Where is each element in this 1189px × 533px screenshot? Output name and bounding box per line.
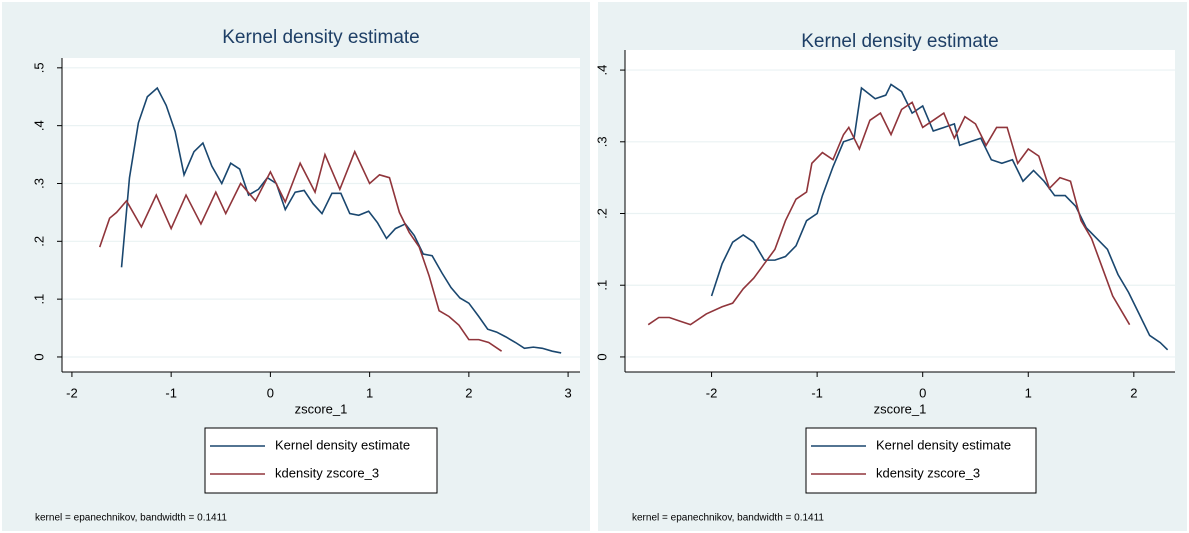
chart-panel: 0 .1 .2 .3 .4 .5 -2 -1 0 1 2 3 Kernel density estima… [2,2,590,531]
legend-label: Kernel density estimate [275,437,410,452]
plot-area [62,58,580,372]
x-tick-label: -2 [706,385,718,400]
y-tick-label: 0 [31,353,46,360]
y-tick-label: .5 [31,62,46,73]
y-tick-label: .2 [594,208,609,219]
density-line [98,149,503,352]
plot-area [625,50,1175,372]
legend-label: Kernel density estimate [876,437,1011,452]
y-tick-label: .1 [31,294,46,305]
x-tick-label: 1 [1025,385,1032,400]
legend-label: kdensity zscore_3 [876,465,980,480]
chart-note: kernel = epanechnikov, bandwidth = 0.141… [35,513,227,524]
y-tick-label: .4 [31,120,46,131]
x-tick-label: 2 [465,385,472,400]
x-tick-label: -2 [66,385,78,400]
legend-box [805,427,1037,494]
x-tick-label: 3 [564,385,571,400]
y-tick-label: .3 [31,178,46,189]
x-tick-label: 0 [919,385,926,400]
chart-note: kernel = epanechnikov, bandwidth = 0.141… [632,513,824,524]
chart-title: Kernel density estimate [222,27,420,48]
x-tick-label: -1 [811,385,823,400]
density-line [710,83,1169,351]
density-line [647,101,1131,326]
x-tick-label: 1 [366,385,373,400]
y-tick-label: .1 [594,280,609,291]
x-axis-title: zscore_1 [874,401,927,416]
legend-label: kdensity zscore_3 [275,465,379,480]
chart-title: Kernel density estimate [801,31,999,52]
density-line [120,86,562,354]
x-tick-label: 2 [1130,385,1137,400]
y-tick-label: .2 [31,236,46,247]
y-tick-label: .4 [594,65,609,76]
chart-panel: 0 .1 .2 .3 .4 -2 -1 0 1 2 Kernel density estimate z… [594,2,1187,531]
y-tick-label: .3 [594,136,609,147]
x-tick-label: -1 [165,385,177,400]
x-tick-label: 0 [267,385,274,400]
y-tick-label: 0 [594,353,609,360]
x-axis-title: zscore_1 [295,401,348,416]
legend-box [204,427,438,494]
